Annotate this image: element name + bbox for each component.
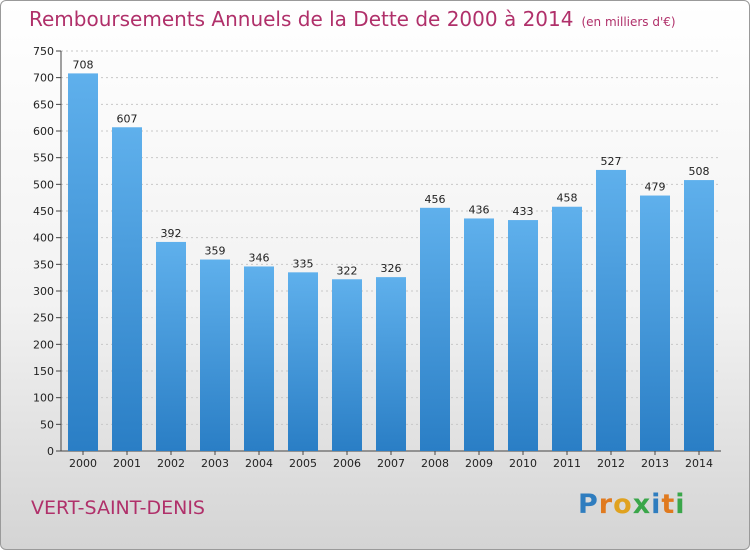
y-tick-label: 100 <box>33 392 54 405</box>
chart-unit: (en milliers d'€) <box>581 15 676 29</box>
value-label-2011: 458 <box>557 192 578 205</box>
x-tick-label-2007: 2007 <box>377 457 405 470</box>
bar-2007 <box>376 277 406 451</box>
x-tick-label-2010: 2010 <box>509 457 537 470</box>
x-tick-label-2006: 2006 <box>333 457 361 470</box>
x-tick-label-2004: 2004 <box>245 457 273 470</box>
value-label-2002: 392 <box>161 227 182 240</box>
bar-2001 <box>112 127 142 452</box>
bar-2011 <box>552 206 582 451</box>
value-label-2008: 456 <box>425 193 446 206</box>
x-tick-label-2011: 2011 <box>553 457 581 470</box>
value-label-2013: 479 <box>645 181 666 194</box>
bar-2010 <box>508 220 538 451</box>
y-tick-label: 400 <box>33 232 54 245</box>
x-tick-labels: 2000 2001 2002 2003 2004 2005 2006 2007 2008 2009… <box>69 451 713 470</box>
value-labels: 708 607 392 359 346 335 322 326 456 436 433 458 527 4… <box>73 58 710 277</box>
x-tick-label-2012: 2012 <box>597 457 625 470</box>
y-tick-label: 700 <box>33 72 54 85</box>
proxiti-logo: Proxiti <box>578 489 686 520</box>
y-tick-label: 200 <box>33 338 54 351</box>
bar-2013 <box>640 195 670 451</box>
x-tick-label-2013: 2013 <box>641 457 669 470</box>
x-tick-label-2005: 2005 <box>289 457 317 470</box>
value-label-2004: 346 <box>249 251 270 264</box>
bar-2006 <box>332 279 362 451</box>
x-tick-label-2014: 2014 <box>685 457 713 470</box>
commune-name: VERT-SAINT-DENIS <box>31 497 205 519</box>
bar-2000 <box>68 73 98 452</box>
value-label-2007: 326 <box>381 262 402 275</box>
x-tick-label-2000: 2000 <box>69 457 97 470</box>
x-tick-label-2001: 2001 <box>113 457 141 470</box>
value-label-2010: 433 <box>513 205 534 218</box>
x-tick-label-2003: 2003 <box>201 457 229 470</box>
bar-2002 <box>156 241 186 451</box>
x-tick-label-2009: 2009 <box>465 457 493 470</box>
value-label-2009: 436 <box>469 203 490 216</box>
value-label-2003: 359 <box>205 245 226 258</box>
bar-2003 <box>200 259 230 451</box>
value-label-2000: 708 <box>73 58 94 71</box>
y-tick-label: 750 <box>33 45 54 58</box>
value-label-2012: 527 <box>601 155 622 168</box>
value-label-2006: 322 <box>337 264 358 277</box>
chart-title-text: Remboursements Annuels de la Dette de 20… <box>29 7 574 31</box>
bar-2009 <box>464 218 494 451</box>
y-tick-label: 600 <box>33 125 54 138</box>
y-tick-label: 50 <box>40 418 54 431</box>
y-tick-label: 0 <box>47 445 54 458</box>
value-label-2014: 508 <box>689 165 710 178</box>
bar-2014 <box>684 180 714 452</box>
x-tick-label-2002: 2002 <box>157 457 185 470</box>
y-tick-label: 550 <box>33 152 54 165</box>
value-label-2001: 607 <box>117 112 138 125</box>
value-label-2005: 335 <box>293 257 314 270</box>
y-tick-label: 350 <box>33 258 54 271</box>
y-tick-label: 300 <box>33 285 54 298</box>
bar-2008 <box>420 207 450 451</box>
y-tick-label: 250 <box>33 312 54 325</box>
bar-2005 <box>288 272 318 451</box>
y-tick-label: 450 <box>33 205 54 218</box>
y-tick-label: 650 <box>33 98 54 111</box>
chart-title: Remboursements Annuels de la Dette de 20… <box>29 7 676 31</box>
bars <box>68 73 714 452</box>
y-tick-label: 500 <box>33 178 54 191</box>
x-tick-label-2008: 2008 <box>421 457 449 470</box>
bar-2012 <box>596 169 626 451</box>
y-tick-label: 150 <box>33 365 54 378</box>
bar-2004 <box>244 266 274 451</box>
y-tick-labels: 0 50 100 150 200 250 300 350 400 450 500 550 600 650 7… <box>33 45 61 458</box>
